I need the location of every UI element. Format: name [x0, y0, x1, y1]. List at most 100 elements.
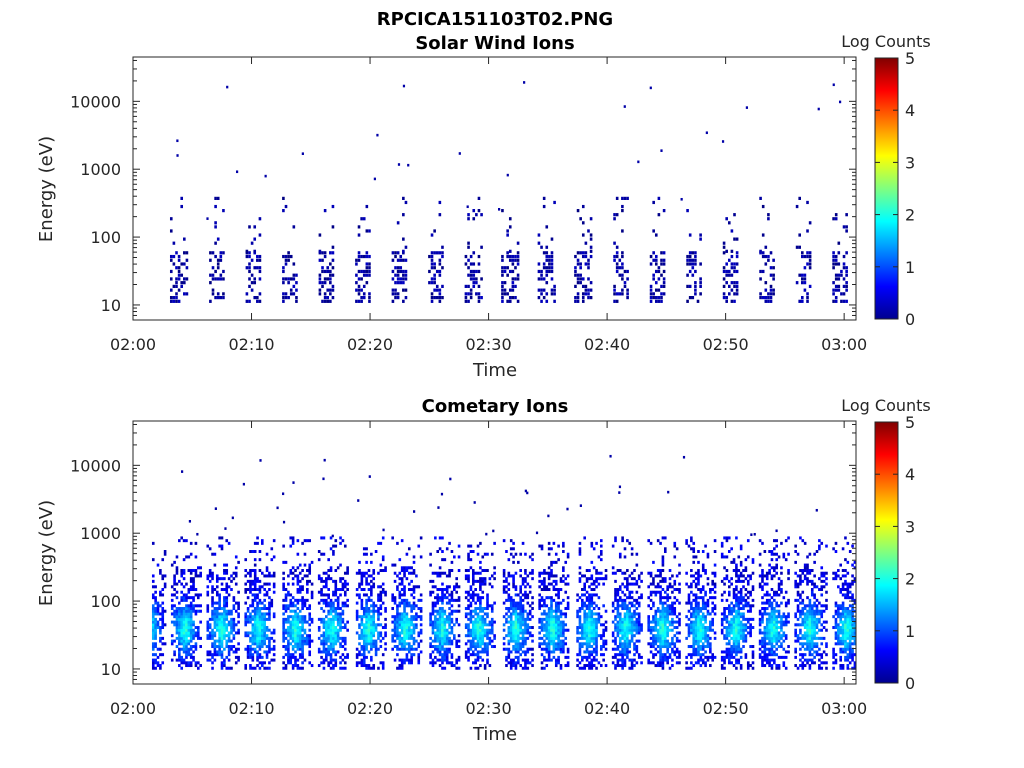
pixel — [589, 254, 593, 259]
pixel — [329, 666, 333, 670]
pixel — [578, 609, 582, 613]
pixel — [357, 269, 361, 274]
pixel — [318, 249, 322, 253]
pixel — [287, 258, 290, 262]
pixel — [232, 604, 236, 608]
pixel — [626, 588, 629, 592]
pixel — [524, 617, 527, 621]
pixel — [566, 661, 570, 665]
pixel — [583, 636, 586, 640]
pixel — [368, 299, 371, 303]
pixel — [403, 612, 406, 616]
pixel — [219, 251, 223, 255]
pixel — [688, 262, 692, 266]
pixel — [296, 574, 300, 578]
pixel — [362, 547, 366, 551]
pixel — [398, 612, 402, 616]
pixel — [234, 601, 238, 605]
pixel — [220, 634, 224, 638]
pixel — [182, 593, 186, 597]
pixel — [265, 655, 269, 659]
pixel — [623, 601, 627, 605]
pixel — [727, 273, 731, 277]
pixel — [524, 552, 527, 556]
pixel — [365, 571, 368, 575]
pixel — [329, 566, 333, 570]
pixel — [287, 661, 290, 665]
pixel — [301, 577, 304, 581]
pixel — [268, 612, 271, 616]
pixel — [508, 299, 512, 303]
pixel — [464, 299, 468, 303]
pixel — [590, 560, 594, 564]
pixel — [396, 266, 400, 270]
pixel — [170, 593, 174, 597]
pixel — [628, 601, 632, 605]
pixel — [584, 251, 588, 255]
pixel — [464, 642, 468, 646]
pixel — [327, 664, 330, 668]
pixel — [227, 593, 231, 597]
pixel — [514, 552, 518, 556]
pixel — [621, 620, 624, 624]
pixel — [450, 609, 454, 613]
pixel — [640, 571, 643, 575]
pixel — [690, 631, 693, 635]
pixel — [294, 655, 297, 659]
pixel — [365, 579, 368, 583]
pixel — [301, 628, 304, 632]
pixel — [218, 628, 221, 632]
pixel — [443, 626, 447, 630]
pixel — [521, 642, 525, 646]
pixel — [557, 620, 560, 624]
pixel — [391, 536, 394, 540]
pixel — [616, 631, 620, 635]
pixel — [445, 590, 449, 594]
pixel — [173, 604, 176, 608]
pixel — [483, 642, 487, 646]
pixel — [538, 593, 541, 597]
pixel — [185, 251, 189, 255]
pixel — [538, 626, 541, 630]
pixel — [412, 631, 416, 635]
pixel — [448, 647, 451, 651]
pixel — [564, 623, 568, 627]
pixel — [185, 655, 188, 659]
pixel — [270, 604, 274, 608]
pixel — [403, 566, 406, 570]
pixel — [687, 593, 691, 597]
pixel — [502, 636, 506, 640]
pixel — [517, 601, 520, 605]
pixel — [476, 634, 480, 638]
pixel — [590, 620, 594, 624]
pixel — [187, 650, 191, 654]
pixel — [287, 617, 290, 621]
pixel — [652, 655, 655, 659]
pixel — [194, 661, 198, 665]
pixel — [377, 666, 380, 670]
pixel — [761, 251, 765, 255]
pixel — [329, 601, 333, 605]
pixel — [730, 273, 734, 277]
pixel — [301, 626, 304, 630]
pixel — [263, 642, 266, 646]
pixel — [403, 574, 406, 578]
pixel — [358, 642, 361, 646]
pixel — [626, 577, 629, 581]
pixel — [471, 628, 475, 632]
pixel — [295, 296, 298, 300]
pixel — [156, 604, 160, 608]
pixel — [438, 650, 442, 654]
pixel — [604, 620, 608, 624]
pixel — [621, 539, 624, 543]
pixel — [381, 664, 385, 668]
pixel — [514, 617, 518, 621]
pixel — [206, 217, 209, 220]
pixel — [329, 628, 333, 632]
pixel — [475, 213, 478, 217]
pixel — [450, 569, 454, 573]
pixel — [588, 593, 591, 597]
pixel — [282, 645, 285, 649]
pixel — [666, 655, 669, 659]
pixel — [301, 601, 304, 605]
